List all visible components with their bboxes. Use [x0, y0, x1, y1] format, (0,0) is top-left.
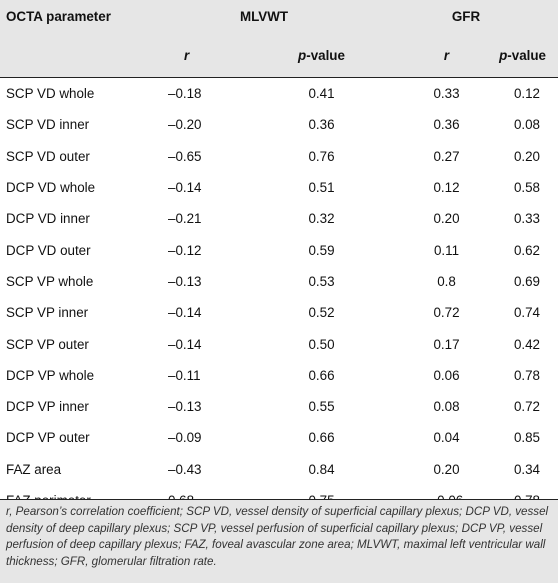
mlvwt-p-value: 0.32	[308, 211, 335, 227]
mlvwt-r-value: –0.09	[168, 430, 202, 446]
row-label: FAZ area	[6, 461, 62, 477]
row-label: DCP VD inner	[6, 211, 90, 227]
mlvwt-r-value: –0.20	[168, 117, 202, 133]
table-row: DCP VD whole –0.14 0.51 0.12 0.58	[0, 172, 558, 203]
mlvwt-p-value: 0.59	[308, 242, 335, 258]
table-footnote: r, Pearson’s correlation coefficient; SC…	[6, 505, 549, 568]
mlvwt-p-value: 0.66	[308, 367, 335, 383]
mlvwt-p-header: p-value	[259, 33, 374, 78]
gfr-r-value: 0.36	[433, 117, 460, 133]
mlvwt-p-value: 0.55	[308, 399, 335, 415]
gfr-r-value: 0.04	[433, 430, 460, 446]
gfr-p-value: 0.78	[513, 367, 540, 383]
row-label: DCP VP inner	[6, 399, 89, 415]
row-label: DCP VD whole	[6, 180, 96, 196]
mlvwt-r-value: –0.43	[168, 461, 202, 477]
correlation-table: OCTA parameter MLVWT GFR r p-value r p-v…	[0, 0, 558, 548]
row-label: SCP VP outer	[6, 336, 89, 352]
gfr-p-value: 0.69	[513, 273, 540, 289]
mlvwt-p-value: 0.53	[308, 273, 335, 289]
gfr-p-value: 0.33	[513, 211, 540, 227]
gfr-r-value: 0.8	[437, 273, 456, 289]
gfr-p-value: 0.42	[513, 336, 540, 352]
row-label: SCP VD whole	[6, 86, 95, 102]
mlvwt-r-value: –0.13	[168, 399, 202, 415]
gfr-r-value: 0.20	[433, 211, 460, 227]
mlvwt-r-value: –0.65	[168, 148, 202, 164]
mlvwt-r-value: –0.12	[168, 242, 202, 258]
mlvwt-p-value: 0.51	[308, 180, 335, 196]
p-italic: p	[499, 47, 508, 63]
gfr-p-value: 0.58	[513, 180, 540, 196]
gfr-p-value: 0.72	[513, 399, 540, 415]
mlvwt-r-value: –0.14	[168, 336, 202, 352]
table-row: SCP VP whole –0.13 0.53 0.8 0.69	[0, 266, 558, 297]
table-row: DCP VP whole –0.11 0.66 0.06 0.78	[0, 360, 558, 391]
table-footnote-box: r, Pearson’s correlation coefficient; SC…	[0, 499, 558, 583]
table-row: DCP VD outer –0.12 0.59 0.11 0.62	[0, 234, 558, 265]
row-label: SCP VD inner	[6, 117, 90, 133]
row-label: DCP VD outer	[6, 242, 91, 258]
mlvwt-r-value: –0.14	[168, 305, 202, 321]
gfr-r-value: 0.12	[433, 180, 460, 196]
row-label: DCP VP outer	[6, 430, 90, 446]
table-body: SCP VD whole –0.18 0.41 0.33 0.12 SCP VD inne…	[0, 77, 558, 548]
mlvwt-r-value: –0.13	[168, 273, 202, 289]
gfr-group-header: GFR	[374, 0, 558, 33]
row-label: SCP VP whole	[6, 273, 94, 289]
mlvwt-p-value: 0.41	[308, 86, 335, 102]
table-row: SCP VP outer –0.14 0.50 0.17 0.42	[0, 328, 558, 359]
table-row: DCP VP inner –0.13 0.55 0.08 0.72	[0, 391, 558, 422]
mlvwt-r-header: r	[154, 33, 259, 78]
gfr-p-value: 0.12	[513, 86, 540, 102]
header-row-stats: r p-value r p-value	[0, 33, 558, 78]
gfr-p-value: 0.08	[513, 117, 540, 133]
gfr-r-value: 0.08	[433, 399, 460, 415]
table-row: SCP VD outer –0.65 0.76 0.27 0.20	[0, 141, 558, 172]
mlvwt-p-value: 0.66	[308, 430, 335, 446]
p-suffix: -value	[507, 47, 546, 63]
header-blank-cell	[0, 33, 154, 78]
gfr-p-value: 0.85	[513, 430, 540, 446]
row-label: SCP VP inner	[6, 305, 89, 321]
gfr-p-value: 0.74	[513, 305, 540, 321]
p-suffix: -value	[306, 47, 345, 63]
row-label: DCP VP whole	[6, 367, 95, 383]
table-row: FAZ area –0.43 0.84 0.20 0.34	[0, 454, 558, 485]
gfr-p-value: 0.20	[513, 148, 540, 164]
gfr-r-value: 0.33	[433, 86, 460, 102]
table-row: SCP VP inner –0.14 0.52 0.72 0.74	[0, 297, 558, 328]
gfr-r-value: 0.11	[433, 242, 460, 258]
table-row: DCP VP outer –0.09 0.66 0.04 0.85	[0, 422, 558, 453]
gfr-r-value: 0.06	[433, 367, 460, 383]
p-italic: p	[298, 47, 307, 63]
table-row: SCP VD inner –0.20 0.36 0.36 0.08	[0, 109, 558, 140]
header-row-groups: OCTA parameter MLVWT GFR	[0, 0, 558, 33]
mlvwt-r-value: –0.11	[168, 367, 201, 383]
param-column-header: OCTA parameter	[0, 0, 154, 33]
mlvwt-p-value: 0.84	[308, 461, 335, 477]
gfr-r-value: 0.27	[433, 148, 460, 164]
row-label: SCP VD outer	[6, 148, 90, 164]
mlvwt-r-value: –0.14	[168, 180, 202, 196]
mlvwt-p-value: 0.52	[308, 305, 335, 321]
gfr-p-value: 0.62	[513, 242, 540, 258]
mlvwt-r-value: –0.18	[168, 86, 202, 102]
gfr-p-header: p-value	[489, 33, 558, 78]
mlvwt-r-value: –0.21	[168, 211, 202, 227]
gfr-r-value: 0.20	[433, 461, 460, 477]
gfr-p-value: 0.34	[513, 461, 540, 477]
mlvwt-p-value: 0.76	[308, 148, 335, 164]
table-row: DCP VD inner –0.21 0.32 0.20 0.33	[0, 203, 558, 234]
gfr-r-header: r	[374, 33, 489, 78]
mlvwt-p-value: 0.36	[308, 117, 335, 133]
gfr-r-value: 0.17	[433, 336, 460, 352]
mlvwt-p-value: 0.50	[308, 336, 335, 352]
gfr-r-value: 0.72	[433, 305, 460, 321]
mlvwt-group-header: MLVWT	[154, 0, 374, 33]
table-row: SCP VD whole –0.18 0.41 0.33 0.12	[0, 77, 558, 110]
